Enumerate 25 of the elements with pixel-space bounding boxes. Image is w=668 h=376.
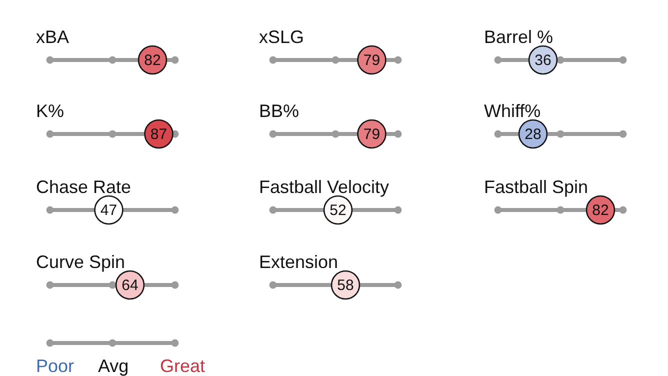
- data-label: 28: [524, 126, 542, 143]
- text: Great: [160, 356, 206, 376]
- text: Barrel %: [484, 27, 554, 47]
- text: xSLG: [259, 27, 304, 47]
- data-label: 64: [122, 277, 138, 294]
- data-label: 58: [337, 277, 354, 294]
- text: BB%: [259, 101, 300, 121]
- text: Whiff%: [484, 101, 541, 121]
- text: Curve Spin: [36, 252, 126, 272]
- data-label: 79: [363, 52, 380, 69]
- data-label: 36: [534, 52, 552, 69]
- data-label: 47: [100, 202, 118, 219]
- data-label: 87: [150, 126, 168, 143]
- data-label: 82: [592, 202, 609, 219]
- text: Fastball Velocity: [259, 177, 390, 197]
- data-label: 82: [144, 52, 161, 69]
- text: Extension: [259, 252, 338, 272]
- text: Poor: [36, 356, 74, 376]
- data-label: 52: [330, 202, 346, 219]
- text: Avg: [98, 356, 129, 376]
- text: K%: [36, 101, 64, 121]
- text: xBA: [36, 27, 70, 47]
- text: Fastball Spin: [484, 177, 588, 197]
- data-label: 79: [363, 126, 380, 143]
- text: Chase Rate: [36, 177, 132, 197]
